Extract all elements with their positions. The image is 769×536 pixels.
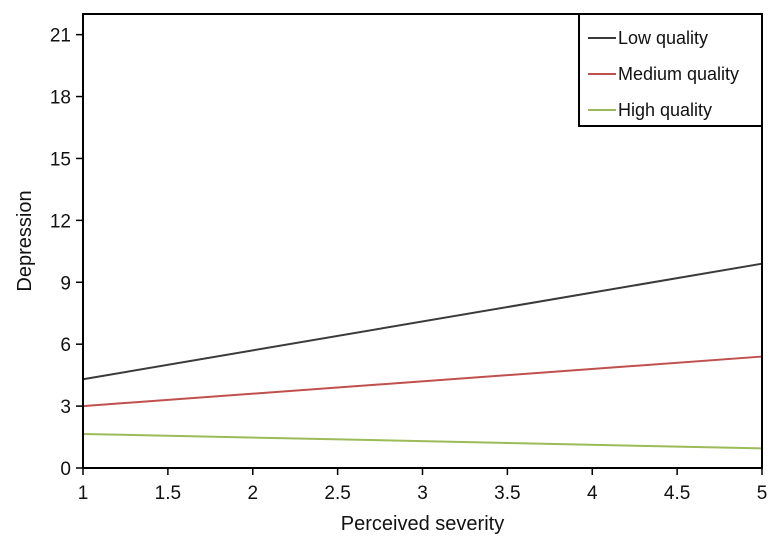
y-tick-label: 0 — [60, 459, 71, 480]
series-line-2 — [82, 432, 763, 450]
x-tick-label: 4 — [587, 483, 598, 504]
y-tick-label: 12 — [50, 211, 71, 232]
legend: Low quality Medium quality High quality — [578, 13, 763, 127]
series-line-1 — [82, 355, 763, 408]
y-axis-title: Depression — [14, 190, 36, 291]
y-tick-label: 18 — [50, 88, 71, 109]
legend-label: Low quality — [618, 28, 708, 48]
series-layer — [82, 262, 763, 450]
legend-label: Medium quality — [618, 64, 739, 84]
x-tick-label: 5 — [757, 483, 768, 504]
legend-box — [578, 13, 763, 127]
legend-label: High quality — [618, 100, 712, 120]
x-axis: 1 1.5 2 2.5 3 3.5 4 4.5 5 — [78, 468, 768, 504]
x-tick-label: 1 — [78, 483, 89, 504]
y-tick-label: 21 — [50, 26, 71, 47]
x-tick-label: 2 — [247, 483, 258, 504]
y-tick-label: 15 — [50, 149, 71, 170]
x-tick-label: 3 — [417, 483, 428, 504]
y-tick-label: 9 — [60, 273, 71, 294]
x-tick-label: 3.5 — [494, 483, 520, 504]
x-tick-label: 4.5 — [664, 483, 690, 504]
x-axis-title: Perceived severity — [341, 513, 504, 535]
y-tick-label: 3 — [60, 397, 71, 418]
series-line-0 — [82, 262, 763, 381]
y-tick-label: 6 — [60, 335, 71, 356]
x-tick-label: 1.5 — [155, 483, 181, 504]
y-axis: 0 3 6 9 12 15 18 21 — [50, 26, 83, 480]
x-tick-label: 2.5 — [324, 483, 350, 504]
